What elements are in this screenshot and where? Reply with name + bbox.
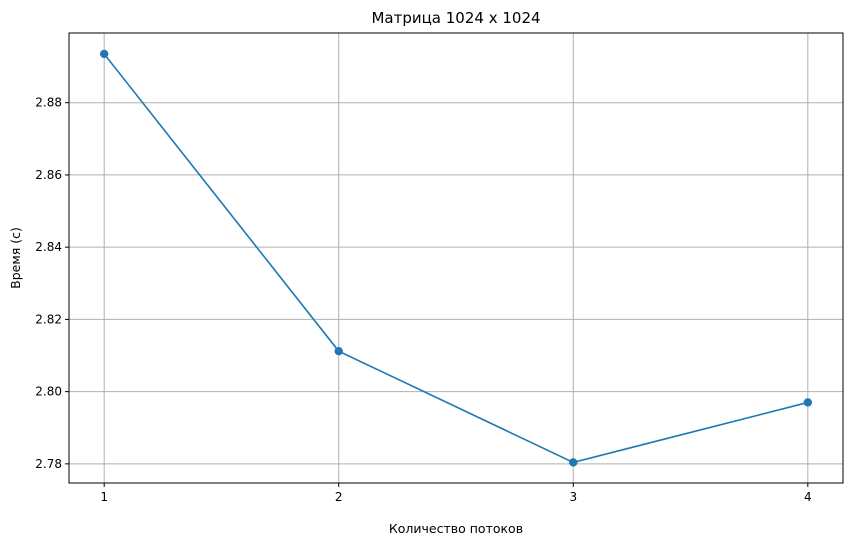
grid-lines (69, 33, 843, 483)
plot-frame (68, 32, 844, 484)
x-tick-label: 1 (100, 490, 108, 504)
y-tick-label: 2.80 (35, 385, 62, 399)
y-tick-label: 2.82 (35, 312, 62, 326)
x-axis-ticks: 1 2 3 4 (100, 483, 812, 504)
x-tick-label: 3 (569, 490, 577, 504)
series-line (103, 53, 809, 464)
x-tick-label: 2 (335, 490, 343, 504)
data-point (99, 49, 109, 59)
y-axis-label: Время (с) (8, 227, 23, 289)
data-point (803, 398, 813, 407)
y-tick-label: 2.86 (35, 168, 62, 182)
chart-title: Матрица 1024 x 1024 (371, 9, 540, 27)
y-axis-ticks: 2.78 2.80 2.82 2.84 2.86 2.88 (35, 96, 69, 471)
x-tick-label: 4 (804, 490, 812, 504)
data-point (334, 346, 343, 356)
y-tick-label: 2.78 (35, 457, 62, 471)
data-point (569, 458, 578, 467)
series-layer (99, 49, 813, 467)
y-tick-label: 2.84 (35, 240, 62, 254)
x-axis-label: Количество потоков (389, 521, 523, 536)
y-tick-label: 2.88 (35, 96, 62, 110)
